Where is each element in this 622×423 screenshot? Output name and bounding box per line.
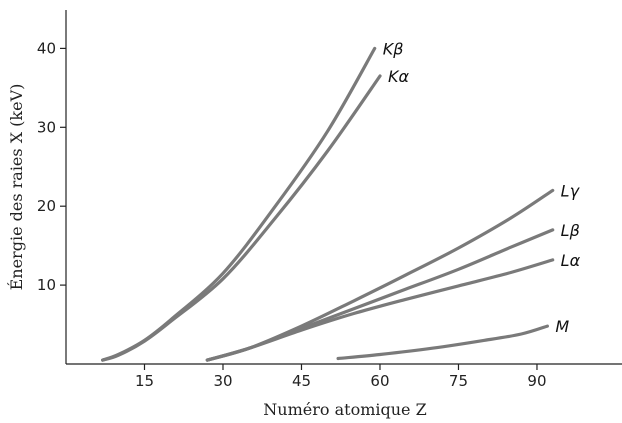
series-line-kbeta <box>101 46 377 362</box>
y-tick-label: 30 <box>37 118 56 136</box>
axes <box>60 10 622 370</box>
x-tick-labels: 15 30 45 60 75 90 <box>135 372 547 390</box>
series-line-kalpha <box>101 74 382 362</box>
series-label-lbeta: Lβ <box>561 221 580 240</box>
x-tick-label: 45 <box>292 372 311 390</box>
x-tick-label: 60 <box>370 372 389 390</box>
series-labels: Kβ Kα Lγ Lβ Lα M <box>383 39 581 336</box>
x-tick-label: 75 <box>449 372 468 390</box>
series-line-lalpha <box>205 258 555 362</box>
y-tick-labels: 10 20 30 40 <box>37 39 56 294</box>
y-tick-label: 10 <box>37 276 56 294</box>
x-tick-label: 15 <box>135 372 154 390</box>
series-label-lgamma: Lγ <box>561 181 581 200</box>
y-tick-label: 20 <box>37 197 56 215</box>
y-axis-title: Énergie des raies X (keV) <box>6 84 26 291</box>
series-label-kbeta: Kβ <box>383 39 404 58</box>
series-label-m: M <box>555 317 569 336</box>
series-line-lbeta <box>205 228 555 362</box>
series-label-kalpha: Kα <box>388 67 409 86</box>
series-line-m <box>336 324 549 361</box>
x-tick-label: 90 <box>527 372 546 390</box>
series-lines <box>101 46 555 362</box>
x-tick-label: 30 <box>213 372 232 390</box>
y-tick-label: 40 <box>37 39 56 57</box>
x-axis-title: Numéro atomique Z <box>263 400 426 419</box>
series-label-lalpha: Lα <box>561 251 581 270</box>
